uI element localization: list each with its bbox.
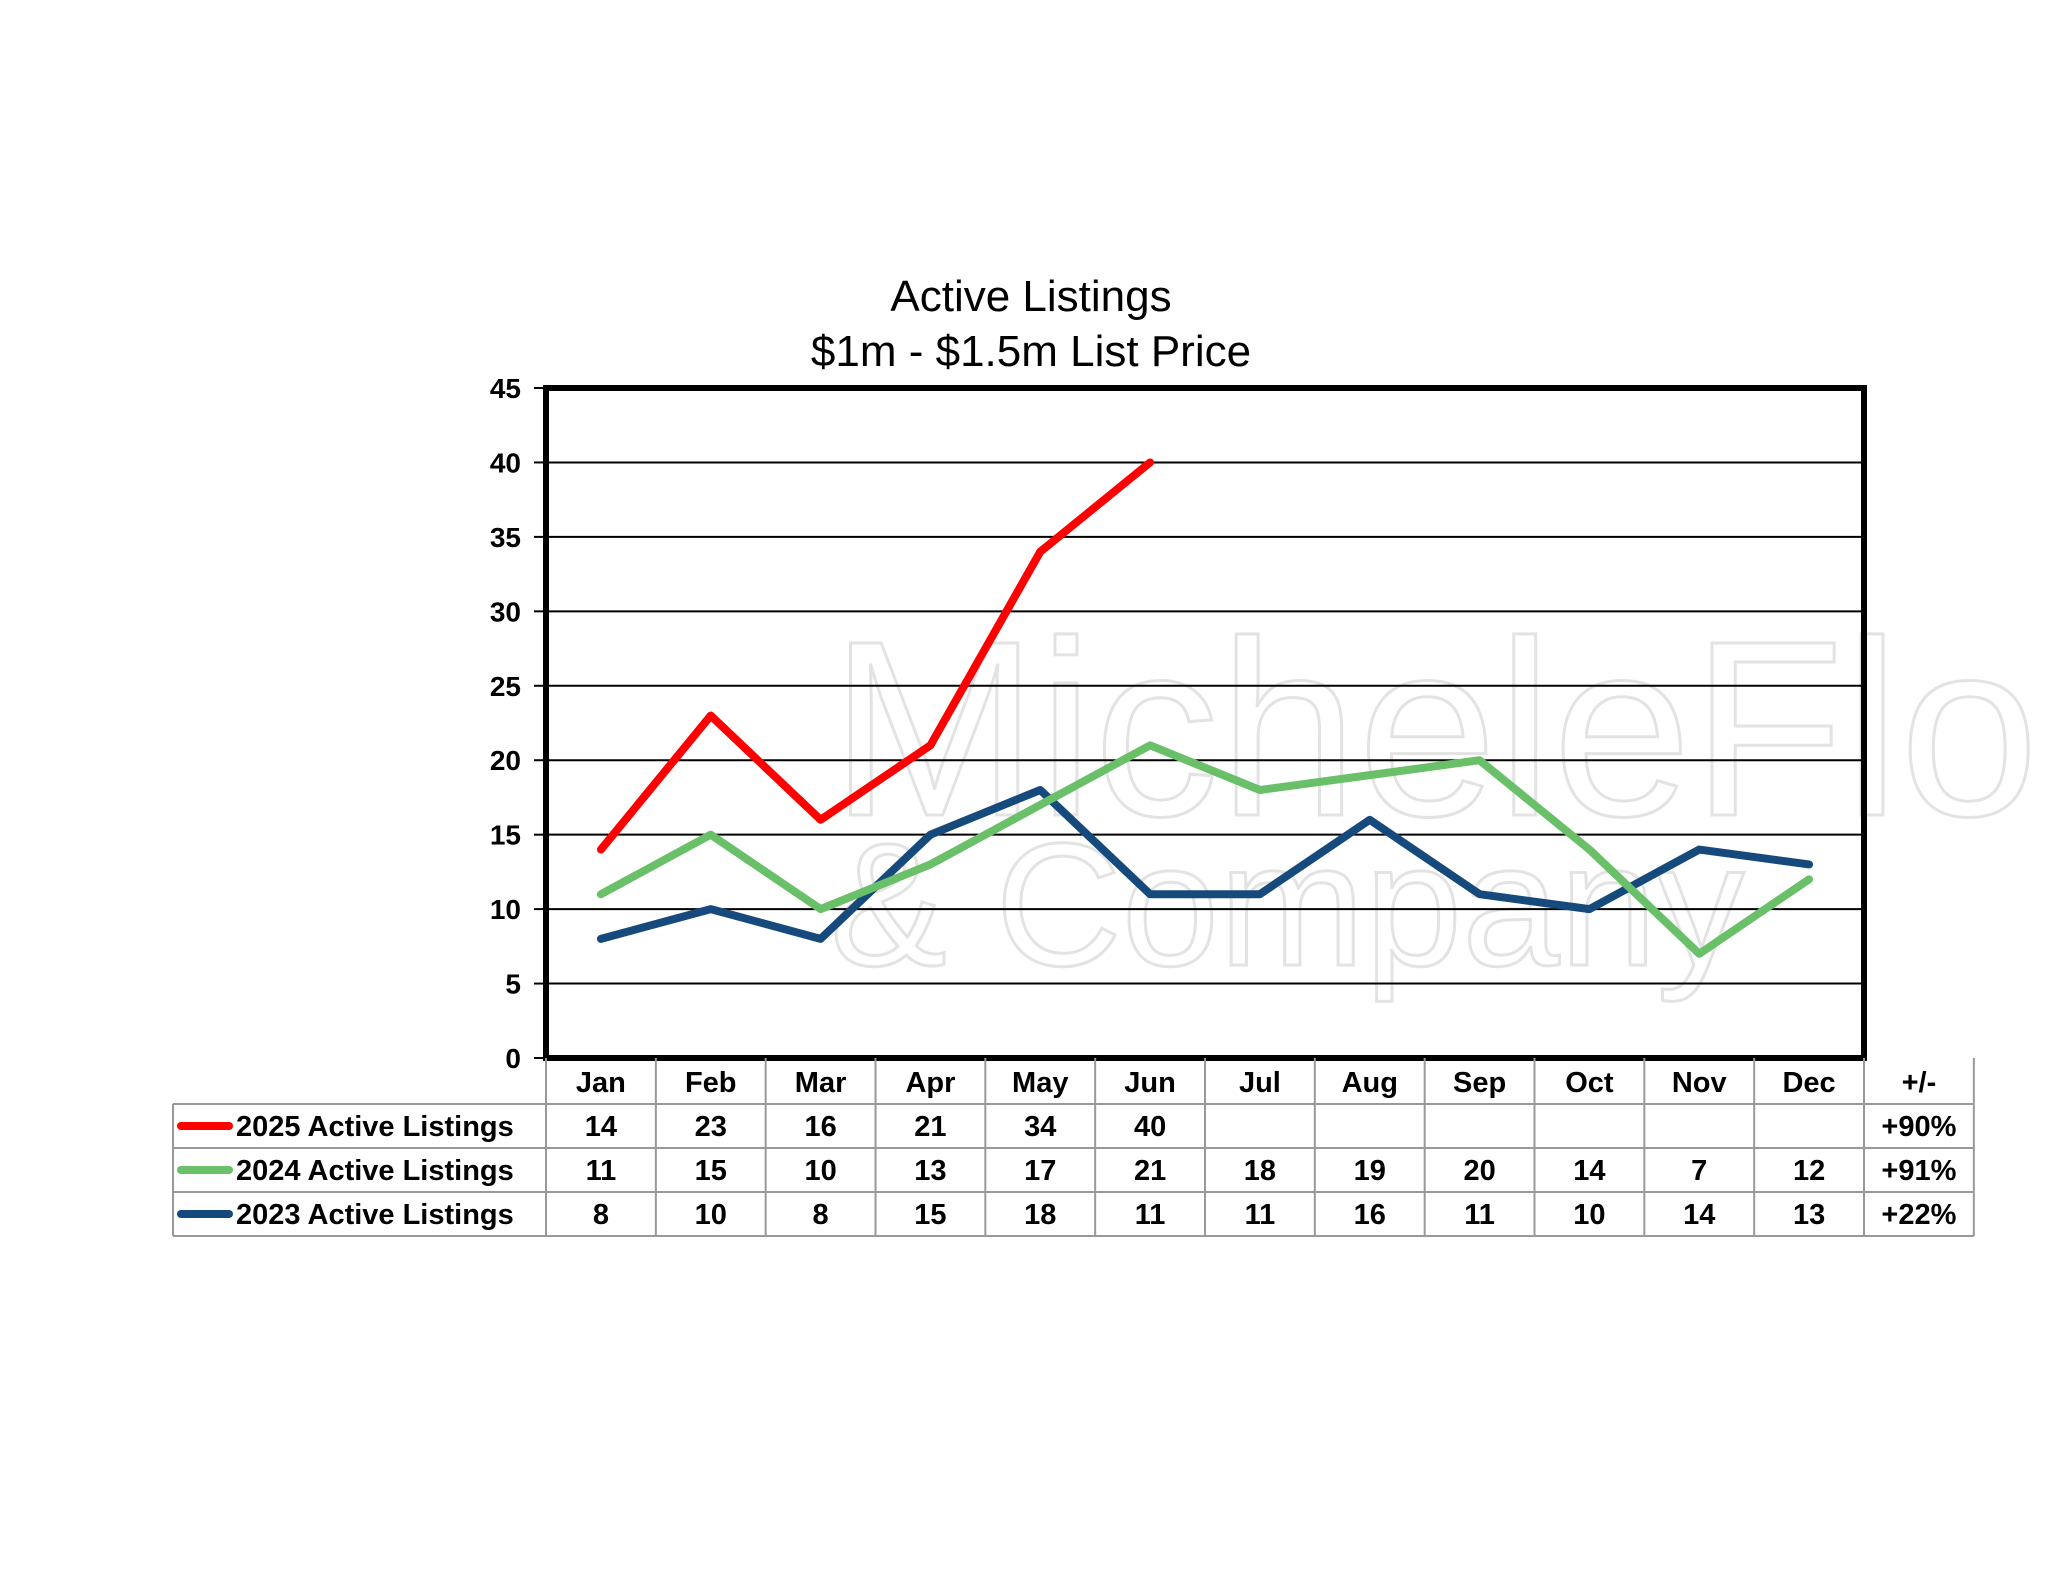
gridlines bbox=[546, 461, 1864, 985]
table-cell-value: 11 bbox=[586, 1155, 617, 1187]
x-category-label: Apr bbox=[905, 1067, 955, 1099]
change-column-header: +/- bbox=[1902, 1067, 1937, 1099]
table-cell-value: 18 bbox=[1024, 1199, 1056, 1231]
x-category-label: Nov bbox=[1672, 1067, 1727, 1099]
table-cell-value: 13 bbox=[1793, 1199, 1825, 1231]
y-tick-label: 15 bbox=[490, 820, 521, 851]
table-cell-value: 8 bbox=[813, 1199, 829, 1231]
chart-subtitle-line: $1m - $1.5m List Price bbox=[811, 327, 1251, 376]
table-cell-value: 19 bbox=[1354, 1155, 1386, 1187]
table-cell-value: 16 bbox=[1354, 1199, 1386, 1231]
table-cell-value: 14 bbox=[1573, 1155, 1605, 1187]
table-cell-value: 11 bbox=[1464, 1199, 1495, 1231]
x-category-label: Jul bbox=[1239, 1067, 1281, 1099]
table-cell-value: 10 bbox=[1573, 1199, 1605, 1231]
y-tick-label: 35 bbox=[490, 522, 521, 553]
x-category-label: Dec bbox=[1782, 1067, 1835, 1099]
chart-title-line: Active Listings bbox=[890, 272, 1171, 321]
table-cell-value: 23 bbox=[695, 1111, 727, 1143]
table-cell-change: +91% bbox=[1881, 1155, 1956, 1187]
x-category-label: Mar bbox=[795, 1067, 847, 1099]
y-tick-label: 20 bbox=[490, 745, 521, 776]
series-line bbox=[596, 786, 1814, 943]
x-category-label: Jun bbox=[1124, 1067, 1176, 1099]
table-cell-change: +22% bbox=[1881, 1199, 1956, 1231]
legend-label: 2024 Active Listings bbox=[236, 1155, 514, 1187]
table-cell-value: 10 bbox=[804, 1155, 836, 1187]
legend-label: 2023 Active Listings bbox=[236, 1199, 514, 1231]
y-tick-label: 45 bbox=[490, 373, 521, 404]
y-tick-label: 10 bbox=[490, 894, 521, 925]
table-cell-value: 8 bbox=[593, 1199, 609, 1231]
legend-label: 2025 Active Listings bbox=[236, 1111, 514, 1143]
y-tick-label: 5 bbox=[505, 969, 521, 1000]
table-cell-value: 14 bbox=[1683, 1199, 1715, 1231]
y-tick-label: 40 bbox=[490, 447, 521, 478]
table-cell-value: 14 bbox=[585, 1111, 617, 1143]
watermark-line-2: & Company bbox=[830, 808, 1745, 1003]
table-cell-value: 11 bbox=[1245, 1199, 1276, 1231]
table-cell-change: +90% bbox=[1881, 1111, 1956, 1143]
series-line bbox=[596, 458, 1155, 854]
series-lines bbox=[596, 458, 1814, 958]
table-cell-value: 18 bbox=[1244, 1155, 1276, 1187]
table-cell-value: 17 bbox=[1024, 1155, 1056, 1187]
table-cell-value: 15 bbox=[695, 1155, 727, 1187]
y-tick-label: 25 bbox=[490, 671, 521, 702]
y-axis: 0 5 10 15 20 25 30 35 40 45 bbox=[490, 373, 546, 1074]
data-table: Jan Feb Mar Apr May Jun Jul Aug Sep Oct Nov Dec +/- 2… bbox=[172, 1058, 1975, 1237]
table-cell-value: 16 bbox=[804, 1111, 836, 1143]
table-cell-value: 40 bbox=[1134, 1111, 1166, 1143]
x-category-label: Oct bbox=[1565, 1067, 1614, 1099]
x-category-label: Jan bbox=[576, 1067, 626, 1099]
chart-title: Active Listings $1m - $1.5m List Price bbox=[811, 272, 1251, 376]
table-cell-value: 21 bbox=[914, 1111, 946, 1143]
table-cell-value: 10 bbox=[695, 1199, 727, 1231]
x-category-label: Sep bbox=[1453, 1067, 1506, 1099]
series-line bbox=[596, 741, 1814, 958]
y-tick-label: 0 bbox=[505, 1043, 521, 1074]
y-tick-label: 30 bbox=[490, 596, 521, 627]
table-cell-value: 13 bbox=[914, 1155, 946, 1187]
table-cell-value: 7 bbox=[1691, 1155, 1707, 1187]
table-cell-value: 20 bbox=[1463, 1155, 1495, 1187]
table-cell-value: 34 bbox=[1024, 1111, 1056, 1143]
watermark-line-1: MicheleFlory bbox=[830, 589, 2048, 868]
x-category-label: May bbox=[1012, 1067, 1068, 1099]
table-cell-value: 12 bbox=[1793, 1155, 1825, 1187]
x-category-label: Feb bbox=[685, 1067, 737, 1099]
x-category-label: Aug bbox=[1342, 1067, 1398, 1099]
table-cell-value: 11 bbox=[1135, 1199, 1166, 1231]
table-cell-value: 21 bbox=[1134, 1155, 1166, 1187]
table-cell-value: 15 bbox=[914, 1199, 946, 1231]
